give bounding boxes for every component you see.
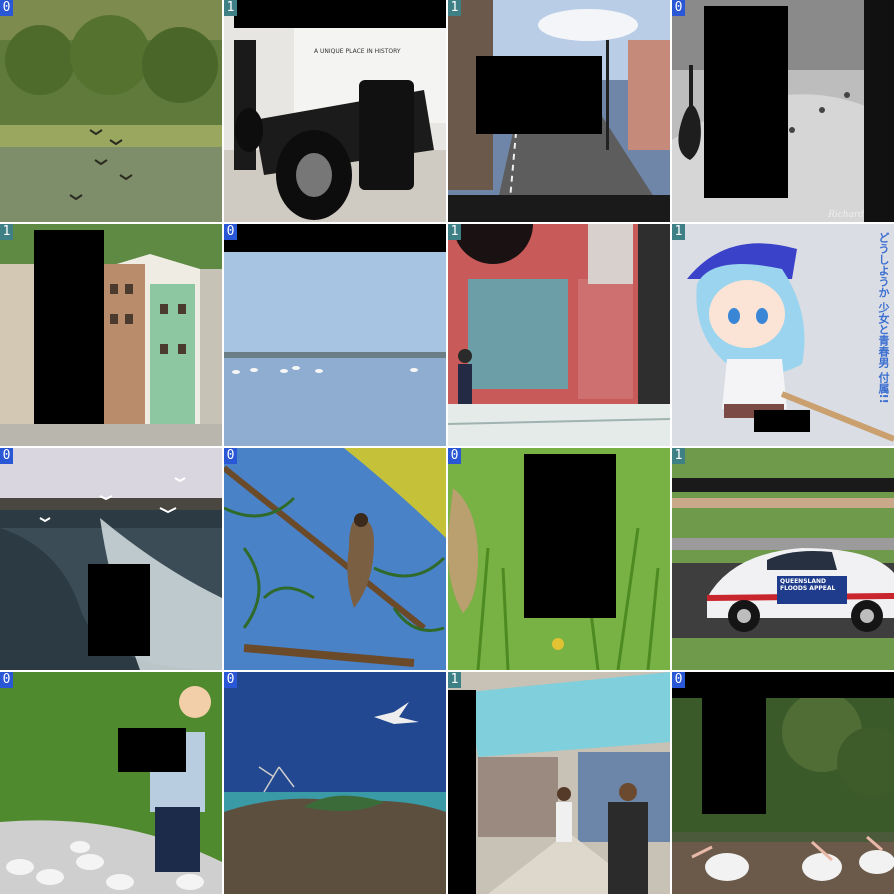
grid-tile[interactable]: 1 <box>448 0 670 222</box>
class-label-badge: 0 <box>0 448 13 464</box>
market-stalls-icon <box>448 672 670 894</box>
touring-car-icon <box>672 448 894 670</box>
redaction-box <box>702 698 766 814</box>
photographer-signature: Richard <box>828 210 864 220</box>
exhibit-sign-text: A UNIQUE PLACE IN HISTORY <box>314 48 401 55</box>
class-label-badge: 1 <box>448 672 461 688</box>
redaction-box <box>88 564 150 656</box>
class-label-badge: 0 <box>0 672 13 688</box>
grid-tile[interactable]: 0 <box>672 672 894 894</box>
race-car-exhibit-icon <box>224 0 446 222</box>
lake-with-birds-icon <box>0 0 222 222</box>
waxwing-grass-icon <box>448 448 670 670</box>
class-label-badge: 1 <box>672 448 685 464</box>
class-label-badge: 0 <box>672 672 685 688</box>
class-label-badge: 1 <box>672 224 685 240</box>
class-label-badge: 0 <box>448 448 461 464</box>
flamingos-water-icon <box>224 224 446 446</box>
redaction-box <box>524 454 616 618</box>
bird-on-branch-icon <box>224 448 446 670</box>
class-label-badge: 0 <box>672 0 685 16</box>
grid-tile[interactable]: 0 <box>0 448 222 670</box>
figure-caption-text: どうしようか 少女と青春男 付属!! <box>877 232 890 404</box>
class-label-badge: 0 <box>224 448 237 464</box>
storefront-night-icon <box>448 224 670 446</box>
class-label-badge: 1 <box>448 224 461 240</box>
grid-tile[interactable]: 0 <box>0 0 222 222</box>
class-label-badge: 1 <box>224 0 237 16</box>
redaction-box <box>754 410 810 432</box>
redaction-box <box>234 0 446 28</box>
redaction-box <box>704 6 788 198</box>
class-label-badge: 1 <box>448 0 461 16</box>
grid-tile[interactable]: 0 <box>448 448 670 670</box>
redaction-box <box>476 56 602 134</box>
redaction-box <box>34 230 104 424</box>
grid-tile[interactable]: A UNIQUE PLACE IN HISTORY 1 <box>224 0 446 222</box>
class-label-badge: 1 <box>0 224 13 240</box>
grid-tile[interactable]: 1 <box>0 224 222 446</box>
redaction-box <box>672 672 894 698</box>
class-label-badge: 0 <box>0 0 13 16</box>
class-label-badge: 0 <box>224 672 237 688</box>
grid-tile[interactable]: QUEENSLAND FLOODS APPEAL 1 <box>672 448 894 670</box>
grid-tile[interactable]: 0 <box>224 448 446 670</box>
grid-tile[interactable]: 1 <box>448 224 670 446</box>
redaction-box <box>118 728 186 772</box>
car-livery-text: QUEENSLAND FLOODS APPEAL <box>780 578 836 592</box>
anime-figure-icon <box>672 224 894 446</box>
grid-tile[interactable]: 1 <box>448 672 670 894</box>
grid-tile[interactable]: 0 <box>224 672 446 894</box>
tern-island-icon <box>224 672 446 894</box>
grid-tile[interactable]: 0 <box>0 672 222 894</box>
redaction-box <box>224 224 446 252</box>
grid-tile[interactable]: Richard 0 <box>672 0 894 222</box>
boy-with-doves-icon <box>0 672 222 894</box>
grid-tile[interactable]: どうしようか 少女と青春男 付属!! 1 <box>672 224 894 446</box>
class-label-badge: 0 <box>224 224 237 240</box>
grid-tile[interactable]: 0 <box>224 224 446 446</box>
redaction-box <box>448 690 476 894</box>
